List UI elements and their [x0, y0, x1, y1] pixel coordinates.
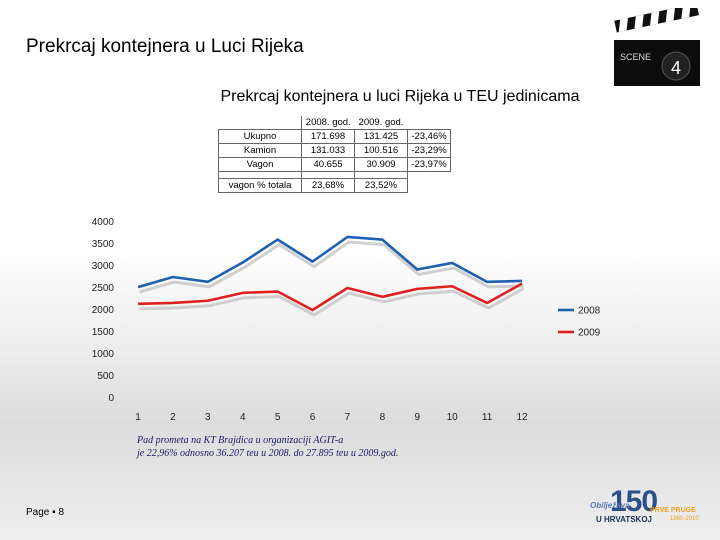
x-tick-label: 9 — [414, 412, 420, 423]
y-tick-label: 4000 — [92, 217, 115, 228]
y-tick-label: 500 — [97, 371, 114, 382]
series-shadow-2009 — [139, 287, 525, 317]
chart-title: Prekrcaj kontejnera u luci Rijeka u TEU … — [220, 88, 580, 105]
x-tick-label: 11 — [482, 412, 493, 423]
series-line-2009 — [137, 282, 523, 312]
y-tick-label: 0 — [108, 393, 114, 404]
y-tick-label: 1000 — [92, 349, 115, 360]
page-title: Prekrcaj kontejnera u Luci Rijeka — [26, 36, 304, 57]
x-tick-label: 10 — [447, 412, 459, 423]
share-2008: 23,68% — [301, 178, 355, 193]
x-tick-label: 12 — [516, 412, 528, 423]
series-shadow-2008 — [139, 240, 524, 294]
value-2008: 40.655 — [301, 157, 355, 172]
clapperboard-icon: SCENE 4 — [614, 8, 700, 86]
header-2008: 2008. god. — [301, 116, 355, 130]
change-percent: -23,29% — [407, 143, 451, 158]
logo-line-1: Obilježava — [590, 501, 630, 510]
y-tick-label: 3500 — [92, 239, 115, 250]
series-line-2008 — [137, 235, 523, 289]
row-label: Ukupno — [218, 129, 302, 144]
note-line-2: je 22,96% odnosno 36.207 teu u 2008. do … — [137, 448, 399, 459]
table-header-row: 2008. god. 2009. god. — [219, 116, 451, 130]
logo-number: 150 — [610, 485, 658, 518]
value-2009: 131.425 — [354, 129, 408, 144]
table-row: Vagon 40.655 30.909 -23,97% — [218, 157, 451, 172]
change-percent: -23,46% — [407, 129, 451, 144]
x-tick-label: 1 — [135, 412, 141, 423]
x-tick-label: 8 — [380, 412, 386, 423]
row-label: vagon % totala — [218, 178, 302, 193]
logo-line-4: 1860-2010 — [670, 516, 699, 522]
share-2009: 23,52% — [354, 178, 408, 193]
clapper-number: 4 — [671, 58, 681, 78]
table-row: Kamion 131.033 100.516 -23,29% — [218, 143, 451, 158]
y-tick-label: 1500 — [92, 327, 115, 338]
x-tick-label: 6 — [310, 412, 316, 423]
summary-table: 2008. god. 2009. god. Ukupno 171.698 131… — [218, 116, 451, 193]
table-row-share: vagon % totala 23,68% 23,52% — [218, 178, 451, 193]
anniversary-logo: 150 Obilježava PRVE PRUGE U HRVATSKOJ 18… — [590, 485, 705, 530]
legend-label-2008: 2008 — [578, 306, 601, 317]
row-label: Kamion — [218, 143, 302, 158]
x-tick-label: 3 — [205, 412, 211, 423]
logo-line-3: U HRVATSKOJ — [596, 515, 653, 524]
header-2009: 2009. god. — [358, 117, 404, 128]
page-number-value: 8 — [58, 507, 65, 518]
page-label: Page — [26, 507, 50, 518]
value-2008: 131.033 — [301, 143, 355, 158]
note-line-1: Pad prometa na KT Brajdica u organizacij… — [137, 435, 344, 446]
page-number: Page ▪ 8 — [26, 507, 65, 518]
chart-note: Pad prometa na KT Brajdica u organizacij… — [137, 434, 398, 460]
clapper-label: SCENE — [620, 52, 651, 62]
value-2009: 30.909 — [354, 157, 408, 172]
change-percent: -23,97% — [407, 157, 451, 172]
y-tick-label: 2500 — [92, 283, 115, 294]
row-label: Vagon — [218, 157, 302, 172]
y-tick-label: 2000 — [92, 305, 115, 316]
value-2009: 100.516 — [354, 143, 408, 158]
x-tick-label: 5 — [275, 412, 281, 423]
x-tick-label: 2 — [170, 412, 176, 423]
y-tick-label: 3000 — [92, 261, 115, 272]
x-tick-label: 4 — [240, 412, 246, 423]
table-row: Ukupno 171.698 131.425 -23,46% — [218, 129, 451, 144]
slide-background — [0, 250, 720, 540]
logo-line-2: PRVE PRUGE — [650, 507, 696, 514]
value-2008: 171.698 — [301, 129, 355, 144]
legend-label-2009: 2009 — [578, 328, 601, 339]
x-tick-label: 7 — [345, 412, 351, 423]
